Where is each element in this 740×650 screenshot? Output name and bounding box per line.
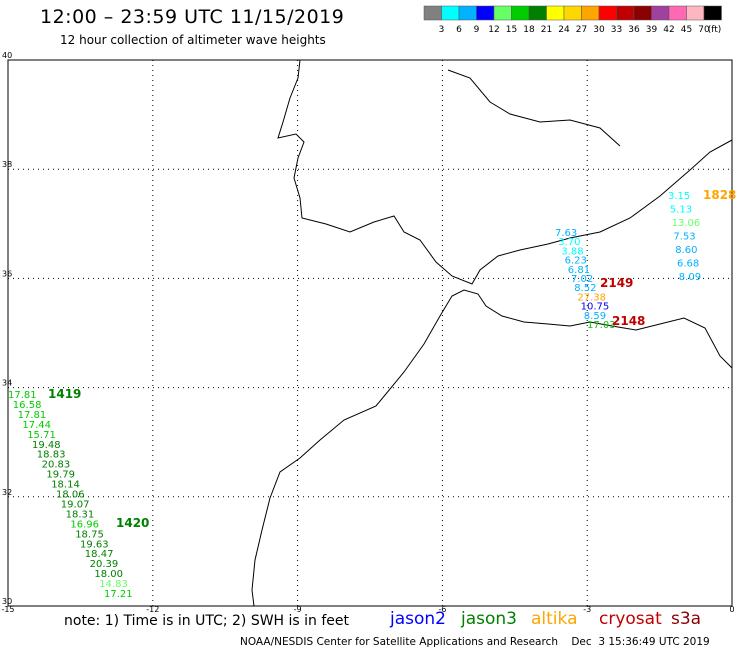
coastline: [251, 59, 733, 607]
color-legend: 3 6 9 12 15 18 21 24 27 30 33 36 39 42 45 70(ft): [423, 5, 722, 35]
swh-value: 18.00: [94, 569, 123, 580]
africa-coastline: [251, 289, 733, 607]
swh-value: 27.38: [577, 292, 606, 303]
lon-tick-label: -12: [146, 605, 159, 614]
swh-value: 17.81: [18, 410, 47, 421]
legend-jason2: jason2: [389, 609, 446, 629]
legend-tick-label: 33: [611, 25, 622, 35]
swh-value: 5.13: [670, 205, 692, 216]
legend-tick-label: 39: [646, 25, 658, 35]
legend-tick-label: 6: [456, 25, 462, 35]
swh-value: 16.96: [70, 519, 99, 530]
pass-time-label: 2148: [612, 314, 645, 328]
legend-tick-label: 9: [474, 25, 480, 35]
lon-tick-label: -6: [438, 605, 446, 614]
legend-cryosat: cryosat: [599, 609, 662, 629]
swh-value: 3.88: [561, 246, 583, 257]
swh-value: 15.71: [27, 430, 56, 441]
swh-value: 17.03: [587, 320, 616, 331]
legend-tick-label: 12: [488, 25, 499, 35]
swh-value: 19.48: [32, 440, 61, 451]
swh-value: 20.83: [42, 460, 71, 471]
swh-value: 18.75: [75, 529, 104, 540]
swh-value: 3.15: [668, 191, 690, 202]
swh-value: 14.83: [99, 579, 128, 590]
swh-value: 18.06: [56, 490, 85, 501]
swh-value: 16.58: [13, 400, 42, 411]
swh-value: 17.81: [8, 390, 37, 401]
lat-tick-label: 38: [2, 160, 12, 169]
jason3-track: 17.8116.5817.8117.4415.7119.4818.8320.83…: [8, 387, 149, 600]
lon-tick-label: -15: [1, 605, 14, 614]
swh-value: 18.31: [66, 509, 95, 520]
swh-value: 19.63: [80, 539, 109, 550]
swh-value: 19.79: [46, 470, 75, 481]
swh-value: 6.23: [565, 256, 587, 267]
axis-tick-labels: 40 38 36 34 32 30-15 -12 -9 -6 -3 0: [1, 51, 734, 614]
legend-s3a: s3a: [671, 609, 701, 629]
swh-value: 8.09: [679, 272, 701, 283]
legend-unit: (ft): [708, 25, 722, 35]
legend-tick-label: 45: [681, 25, 692, 35]
lat-tick-label: 32: [2, 488, 12, 497]
legend-tick-label: 15: [506, 25, 517, 35]
map-frame: [7, 59, 733, 607]
lon-tick-label: -9: [294, 605, 302, 614]
swh-value: 7.63: [555, 228, 577, 239]
swh-value: 13.06: [672, 218, 701, 229]
page-title: 12:00 – 23:59 UTC 11/15/2019: [40, 6, 345, 28]
northern-island-coast: [447, 69, 621, 147]
pass-time-label: 1419: [48, 387, 81, 401]
swh-value: 8.59: [584, 311, 606, 322]
swh-value: 17.44: [22, 420, 51, 431]
swh-value: 7.02: [571, 274, 593, 285]
swh-value: 8.52: [574, 283, 596, 294]
legend-tick-label: 3: [439, 25, 445, 35]
legend-tick-label: 21: [541, 25, 552, 35]
lat-tick-label: 40: [2, 51, 12, 60]
footer-note: note: 1) Time is in UTC; 2) SWH is in fe…: [64, 613, 350, 629]
swh-value: 6.68: [677, 259, 699, 270]
legend-tick-label: 24: [558, 25, 570, 35]
swh-value: 8.60: [675, 245, 697, 256]
legend-tick-label: 27: [576, 25, 587, 35]
legend-swatch-max: [703, 5, 722, 21]
legend-tick-label: 42: [663, 25, 674, 35]
legend-tick-label: 36: [628, 25, 640, 35]
lat-tick-label: 30: [2, 597, 12, 606]
swh-value: 18.47: [85, 549, 114, 560]
swh-value: 6.81: [568, 265, 590, 276]
swh-value: 10.75: [581, 302, 610, 313]
legend-jason3: jason3: [460, 609, 517, 629]
legend-tick-label: 70: [698, 25, 710, 35]
swh-value: 18.14: [51, 480, 80, 491]
pass-time-label: 2149: [600, 276, 633, 290]
lon-tick-label: -3: [583, 605, 591, 614]
cryosat-track: 7.633.703.886.236.817.028.5227.3810.758.…: [555, 228, 645, 331]
altika-track: 3.15 5.13 13.06 7.53 8.60 6.68 8.09 1828: [668, 188, 736, 283]
pass-time-label: 1828: [703, 188, 736, 202]
iberia-coastline: [277, 59, 733, 285]
lon-tick-label: 0: [729, 605, 734, 614]
pass-time-label: 1420: [116, 516, 149, 530]
lat-tick-label: 36: [2, 269, 12, 278]
legend-tick-label: 30: [593, 25, 605, 35]
graticule: [8, 60, 732, 606]
legend-altika: altika: [531, 609, 578, 629]
altimeter-tracks: 17.8116.5817.8117.4415.7119.4818.8320.83…: [8, 188, 736, 600]
lat-tick-label: 34: [2, 379, 12, 388]
swh-value: 7.53: [673, 232, 695, 243]
footer-credit: NOAA/NESDIS Center for Satellite Applica…: [240, 636, 710, 648]
swh-value: 17.21: [104, 589, 133, 600]
legend-tick-label: 18: [523, 25, 535, 35]
page-subtitle: 12 hour collection of altimeter wave hei…: [60, 33, 326, 47]
satellite-legend: jason2 jason3 altika cryosat s3a: [389, 609, 701, 629]
swh-value: 3.70: [558, 237, 580, 248]
swh-value: 19.07: [61, 499, 90, 510]
swh-value: 18.83: [37, 450, 66, 461]
swh-value: 20.39: [90, 559, 119, 570]
